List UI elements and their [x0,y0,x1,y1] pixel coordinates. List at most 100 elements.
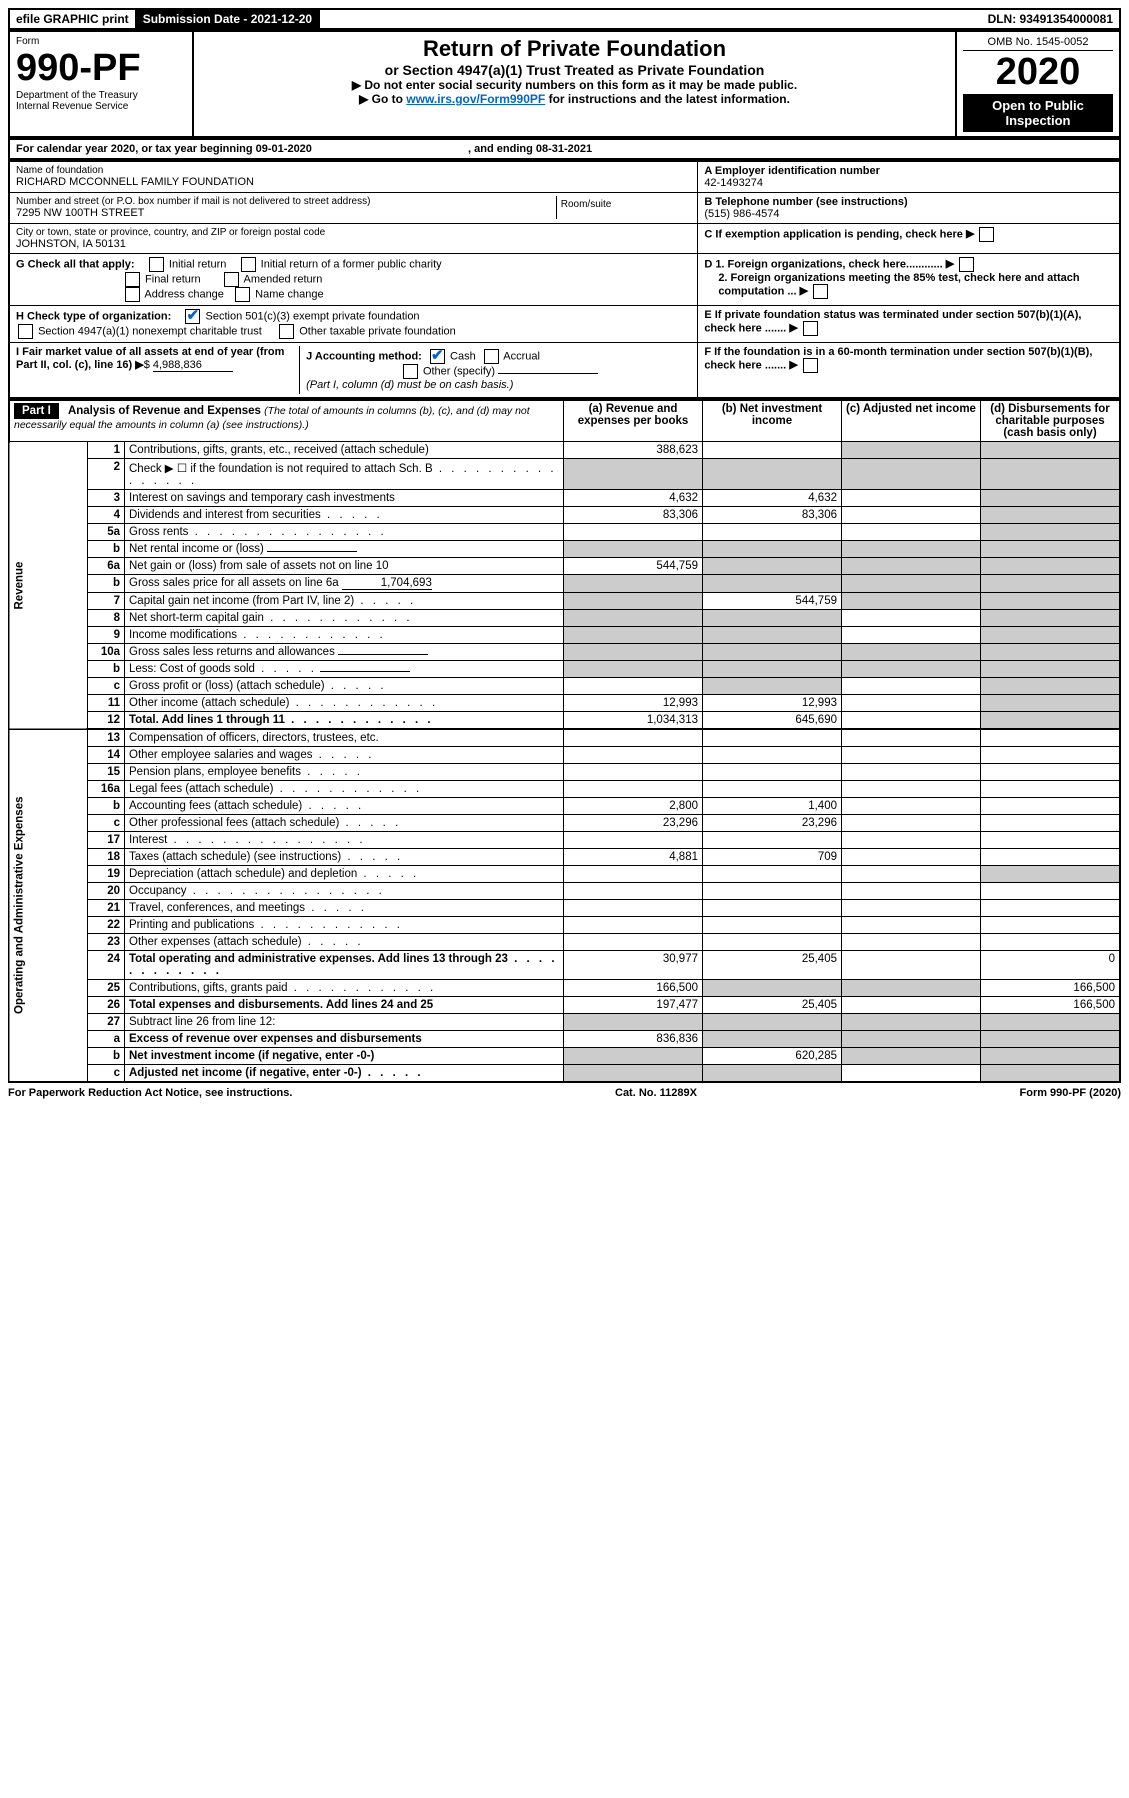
row-number: 15 [88,764,125,781]
footer-mid: Cat. No. 11289X [615,1087,697,1099]
cell-empty [564,900,703,917]
row-number: 21 [88,900,125,917]
d1-label: D 1. Foreign organizations, check here..… [704,258,942,270]
j-accrual-checkbox[interactable] [484,349,499,364]
cell-value: 166,500 [564,980,703,997]
col-b-header: (b) Net investment income [703,400,842,442]
cell-empty [981,729,1121,747]
row-label: Interest on savings and temporary cash i… [125,490,564,507]
h-4947-checkbox[interactable] [18,324,33,339]
cell-empty [842,951,981,980]
cell-grey [981,558,1121,575]
cell-grey [842,593,981,610]
row-label: Dividends and interest from securities [125,507,564,524]
g-name-checkbox[interactable] [235,287,250,302]
cell-grey [981,627,1121,644]
cell-grey [981,678,1121,695]
cell-grey [981,866,1121,883]
cell-grey [981,1048,1121,1065]
expenses-side-label: Operating and Administrative Expenses [9,729,88,1082]
table-row: cOther professional fees (attach schedul… [9,815,1120,832]
cell-empty [981,883,1121,900]
row-number: 17 [88,832,125,849]
form-number: 990-PF [16,47,186,90]
cell-value: 12,993 [703,695,842,712]
ein-value: 42-1493274 [704,177,1113,189]
table-row: 26Total expenses and disbursements. Add … [9,997,1120,1014]
row-number: 16a [88,781,125,798]
cell-empty [842,610,981,627]
table-row: 16aLegal fees (attach schedule) [9,781,1120,798]
cell-empty [564,764,703,781]
cell-grey [842,980,981,997]
cell-empty [842,883,981,900]
cell-empty [981,764,1121,781]
cell-grey [981,695,1121,712]
identification-block: Name of foundation RICHARD MCCONNELL FAM… [8,160,1121,399]
cell-grey [981,610,1121,627]
row-number: 3 [88,490,125,507]
row-number: 22 [88,917,125,934]
table-row: 14Other employee salaries and wages [9,747,1120,764]
row-number: 4 [88,507,125,524]
g-amended-checkbox[interactable] [224,272,239,287]
row-number: 24 [88,951,125,980]
h-other-checkbox[interactable] [279,324,294,339]
row-label: Gross sales less returns and allowances [125,644,564,661]
cell-empty [981,798,1121,815]
cell-empty [703,917,842,934]
cell-grey [981,507,1121,524]
foundation-name: RICHARD MCCONNELL FAMILY FOUNDATION [16,176,691,188]
instr-link[interactable]: www.irs.gov/Form990PF [406,92,545,106]
table-row: 20Occupancy [9,883,1120,900]
g-initial-former-checkbox[interactable] [241,257,256,272]
d1-checkbox[interactable] [959,257,974,272]
cell-grey [842,575,981,593]
form-header: Form 990-PF Department of the Treasury I… [8,30,1121,138]
cell-grey [842,459,981,490]
cell-empty [842,849,981,866]
g-initial-checkbox[interactable] [149,257,164,272]
table-row: 17Interest [9,832,1120,849]
g-final-checkbox[interactable] [125,272,140,287]
e-checkbox[interactable] [803,321,818,336]
period-end: , and ending 08-31-2021 [468,143,592,155]
cell-empty [564,917,703,934]
d2-checkbox[interactable] [813,284,828,299]
cell-grey [564,593,703,610]
row-number: 14 [88,747,125,764]
row-label: Depreciation (attach schedule) and deple… [125,866,564,883]
cell-grey [981,490,1121,507]
address-label: Number and street (or P.O. box number if… [16,196,556,207]
table-row: bGross sales price for all assets on lin… [9,575,1120,593]
f-label: F If the foundation is in a 60-month ter… [704,346,1092,371]
cell-empty [842,507,981,524]
j-other-checkbox[interactable] [403,364,418,379]
cell-value: 836,836 [564,1031,703,1048]
cell-empty [564,866,703,883]
g-address-checkbox[interactable] [125,287,140,302]
j-cash-checkbox[interactable] [430,349,445,364]
cell-empty [981,900,1121,917]
table-row: 2Check ▶ ☐ if the foundation is not requ… [9,459,1120,490]
f-checkbox[interactable] [803,358,818,373]
cell-empty [842,934,981,951]
cell-empty [703,524,842,541]
row-number: a [88,1031,125,1048]
cell-value: 166,500 [981,980,1121,997]
row-label: Interest [125,832,564,849]
cell-grey [564,1014,703,1031]
table-row: bAccounting fees (attach schedule)2,8001… [9,798,1120,815]
cell-value: 645,690 [703,712,842,730]
cell-grey [564,627,703,644]
h-501c3-checkbox[interactable] [185,309,200,324]
table-row: 15Pension plans, employee benefits [9,764,1120,781]
row-label: Taxes (attach schedule) (see instruction… [125,849,564,866]
c-checkbox[interactable] [979,227,994,242]
table-row: Operating and Administrative Expenses13C… [9,729,1120,747]
cell-value: 544,759 [703,593,842,610]
revenue-side-label: Revenue [9,442,88,730]
instr-2: ▶ Go to www.irs.gov/Form990PF for instru… [200,92,949,106]
cell-empty [703,900,842,917]
cell-empty [981,781,1121,798]
